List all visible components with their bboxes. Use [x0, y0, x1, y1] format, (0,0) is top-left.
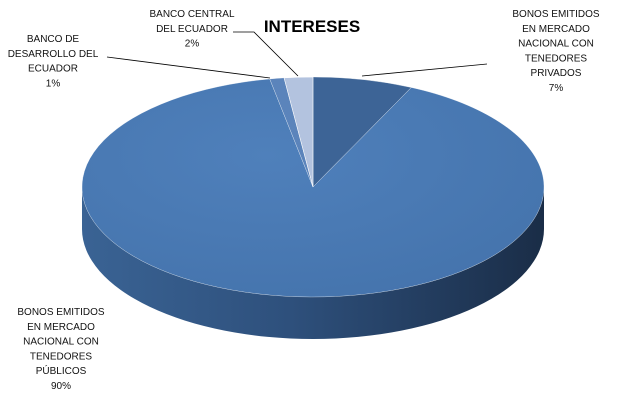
slice-name-label: TENEDORES [525, 53, 588, 64]
slice-percent-label: 7% [549, 83, 564, 94]
slice-name-label: BANCO DE [27, 34, 80, 45]
slice-percent-label: 2% [185, 39, 200, 50]
pie-slice [283, 76, 314, 188]
slice-name-label: BANCO CENTRAL [149, 9, 234, 20]
slice-label: BANCO DE DESARROLLO DEL ECUADOR 1% [8, 34, 271, 89]
slice-name-label: PÚBLICOS [36, 364, 87, 377]
slice-percent-label: 1% [46, 78, 61, 89]
pie-side-wall [82, 187, 544, 339]
slice-name-label: TENEDORES [30, 351, 93, 362]
slice-name-label: DESARROLLO DEL [8, 49, 99, 60]
pie-body [81, 76, 545, 339]
leader-line [106, 56, 271, 79]
slice-name-label: DEL ECUADOR [156, 24, 228, 35]
slice-name-label: EN MERCADO [27, 322, 95, 333]
slice-name-label: EN MERCADO [522, 24, 590, 35]
leader-line [361, 63, 488, 77]
slice-name-label: NACIONAL CON [518, 39, 594, 50]
pie-slice [81, 78, 545, 298]
slice-label: BANCO CENTRAL DEL ECUADOR 2% [149, 9, 299, 77]
slice-name-label: PRIVADOS [531, 68, 582, 79]
slice-name-label: BONOS EMITIDOS [17, 307, 105, 318]
leader-line [233, 31, 299, 77]
slice-name-label: NACIONAL CON [23, 337, 99, 348]
slice-name-label: ECUADOR [28, 64, 78, 75]
slice-label: BONOS EMITIDOS EN MERCADO NACIONAL CON TENE… [17, 307, 105, 392]
slice-name-label: BONOS EMITIDOS [512, 9, 600, 20]
pie-slice [312, 76, 412, 188]
chart-title: INTERESES [264, 17, 360, 36]
slice-label: BONOS EMITIDOS EN MERCADO NACIONAL CON TENE… [361, 9, 600, 94]
slice-percent-label: 90% [51, 381, 71, 392]
slice-labels: BONOS EMITIDOS EN MERCADO NACIONAL CON TENE… [8, 9, 600, 392]
